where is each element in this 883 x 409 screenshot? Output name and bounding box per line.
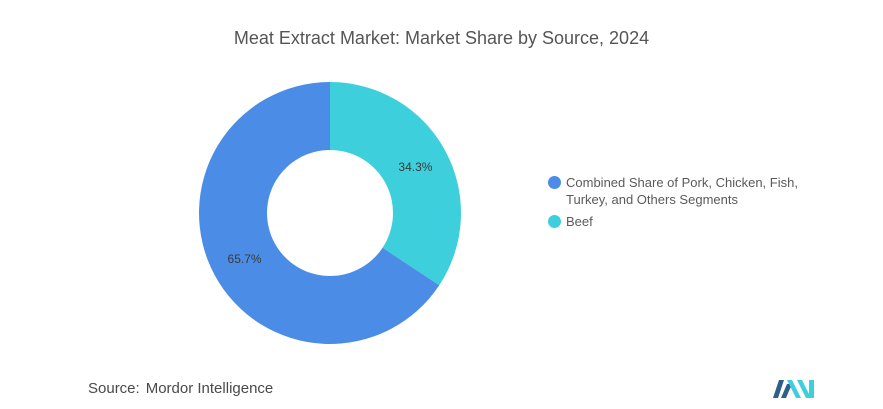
slice-beef [330,82,461,286]
source-note: Source: Mordor Intelligence [88,380,273,397]
source-text: Mordor Intelligence [145,380,274,397]
mordor-intelligence-logo-icon [773,380,814,398]
legend-label-combined: Combined Share of Pork, Chicken, Fish, T… [566,175,798,207]
legend-swatch-beef [548,215,561,228]
legend-item-beef: Beef [548,213,838,230]
donut-slice-labels: 34.3% 65.7% [228,160,433,266]
legend-swatch-combined [548,176,561,189]
donut-slices [199,82,461,344]
chart-legend: Combined Share of Pork, Chicken, Fish, T… [548,174,838,235]
source-label: Source: [88,380,140,397]
chart-title: Meat Extract Market: Market Share by Sou… [233,28,650,48]
slice-combined-label: 65.7% [228,252,262,266]
slice-combined [199,82,440,344]
slice-beef-label: 34.3% [398,160,432,174]
legend-label-beef: Beef [566,214,593,229]
legend-item-combined: Combined Share of Pork, Chicken, Fish, T… [548,174,838,208]
